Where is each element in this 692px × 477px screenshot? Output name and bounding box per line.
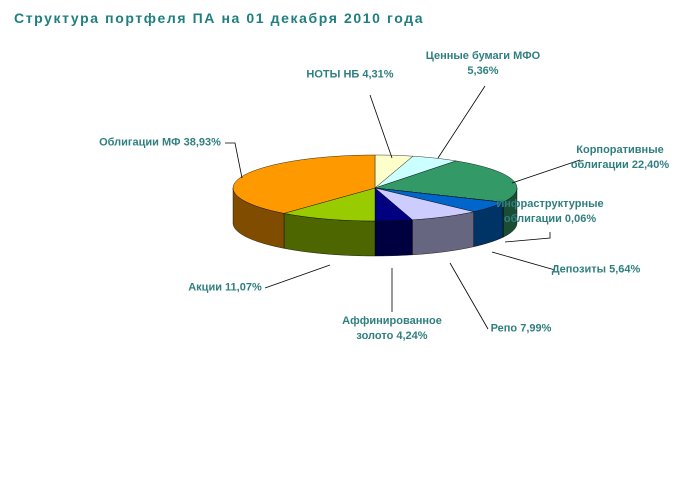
leader-line [449, 262, 489, 330]
category-label: Репо [490, 322, 518, 335]
pie [232, 154, 518, 257]
category-label: Депозиты [551, 263, 607, 276]
slice [374, 187, 504, 212]
slice [374, 187, 413, 222]
category-label: НОТЫ НБ [306, 68, 360, 81]
category-label: Ценные бумаги МФО [425, 50, 541, 62]
data-label: Депозиты 5,64% [541, 263, 651, 278]
leader-lines [225, 85, 581, 330]
value-label: 38,93% [183, 136, 221, 149]
data-label: Ценные бумаги МФО 5,36% [423, 49, 543, 79]
leader-line [491, 251, 556, 271]
slice [374, 187, 474, 221]
leader-line [369, 94, 393, 159]
chart-title: Структура портфеля ПА на 01 декабря 2010… [14, 10, 425, 26]
slice [374, 154, 414, 189]
value-label: 5,64% [609, 263, 641, 276]
slice-side [374, 219, 413, 257]
data-label: Облигации МФ 38,93% [80, 136, 240, 151]
slice [374, 155, 457, 189]
data-label: Репо 7,99% [466, 322, 576, 337]
category-label: Акции [188, 281, 222, 294]
data-label: Инфраструктурные облигации 0,06% [490, 197, 610, 227]
slice [283, 187, 376, 222]
leader-line [437, 85, 486, 159]
value-label: 7,99% [520, 322, 552, 335]
value-label: 5,36% [467, 65, 499, 77]
leader-line [511, 159, 581, 184]
value-label: 4,24% [396, 330, 428, 342]
value-label: 22,40% [631, 159, 670, 171]
value-label: 11,07% [225, 281, 262, 294]
value-label: 0,06% [564, 213, 597, 225]
value-label: 4,31% [362, 68, 394, 81]
data-label: Акции 11,07% [170, 281, 280, 296]
leader-line [504, 232, 551, 243]
data-label: Аффинированное золото 4,24% [332, 314, 452, 344]
data-label: НОТЫ НБ 4,31% [295, 68, 405, 83]
category-label: Инфраструктурные облигации [496, 198, 604, 225]
category-label: Корпоративные облигации [570, 144, 664, 171]
data-label: Корпоративные облигации 22,40% [565, 143, 675, 173]
category-label: Облигации МФ [99, 136, 181, 149]
leader-line [264, 264, 331, 289]
category-label: Аффинированное золото [342, 315, 442, 342]
leader-line [225, 142, 243, 179]
